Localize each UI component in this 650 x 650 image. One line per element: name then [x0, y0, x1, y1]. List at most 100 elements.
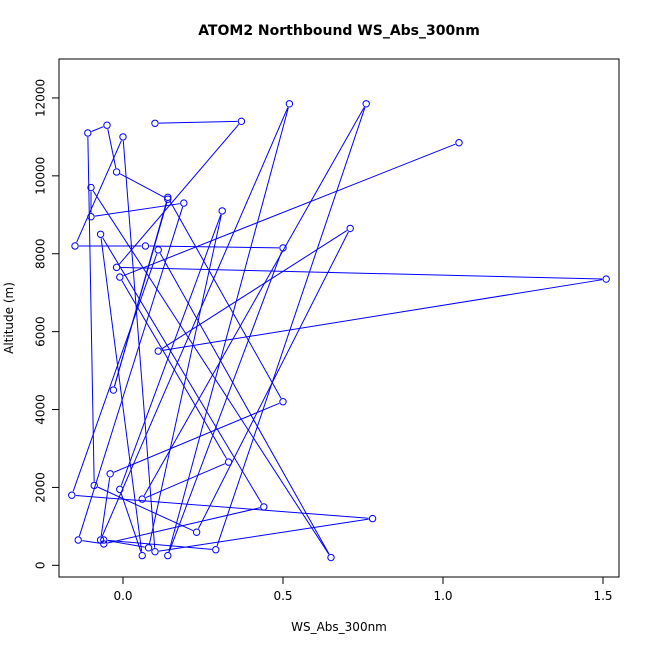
- series-segment: [107, 507, 261, 544]
- data-point: [218, 207, 226, 215]
- data-point: [71, 242, 79, 250]
- y-tick-label: 0: [34, 561, 48, 569]
- x-axis-label: WS_Abs_300nm: [291, 620, 387, 634]
- series-segment: [94, 203, 180, 217]
- series-segment: [100, 238, 143, 552]
- data-point: [96, 230, 105, 238]
- y-tick-label: 8000: [34, 238, 48, 269]
- series-segment: [158, 518, 369, 552]
- x-tick-label: 1.0: [433, 589, 452, 603]
- data-point: [87, 213, 95, 221]
- series-segment: [143, 107, 365, 496]
- y-tick-label: 4000: [34, 394, 48, 425]
- series-segment: [158, 120, 238, 124]
- data-point: [164, 551, 172, 560]
- series-segment: [87, 136, 95, 482]
- data-point: [138, 495, 146, 503]
- plot-frame: [58, 58, 620, 578]
- data-point: [109, 386, 118, 394]
- data-point: [119, 133, 127, 141]
- series-segment: [72, 253, 158, 492]
- data-point: [87, 183, 95, 192]
- data-point: [141, 242, 150, 250]
- data-point: [74, 536, 82, 544]
- series-segment: [75, 495, 369, 519]
- series-segment: [162, 279, 603, 351]
- series-segment: [107, 129, 117, 169]
- series-segment: [169, 200, 282, 399]
- y-tick-label: 6000: [34, 316, 48, 347]
- y-tick-label: 10000: [34, 157, 48, 195]
- data-point: [84, 129, 92, 137]
- data-point: [224, 458, 233, 466]
- x-tick-label: 0.5: [273, 589, 292, 603]
- series-segment: [114, 200, 168, 387]
- data-point: [285, 100, 294, 108]
- data-point: [100, 540, 108, 548]
- data-point: [260, 503, 268, 511]
- series-segment: [107, 539, 212, 550]
- series-segment: [120, 214, 222, 486]
- series-segment: [123, 143, 456, 277]
- series-segment: [118, 124, 240, 265]
- data-point: [368, 514, 377, 523]
- y-tick-label: 2000: [34, 472, 48, 503]
- data-point: [154, 347, 162, 355]
- x-tick-label: 0.0: [113, 589, 132, 603]
- data-point: [164, 193, 172, 201]
- data-point: [346, 224, 354, 233]
- y-axis: 0 2000 4000 6000 8000 10000 12000: [34, 79, 60, 569]
- data-point: [602, 275, 610, 283]
- series-segment: [78, 206, 184, 537]
- data-point: [237, 117, 246, 126]
- series-segment: [97, 486, 194, 532]
- data-point: [90, 481, 98, 490]
- data-point: [455, 139, 463, 147]
- data-point: [106, 470, 114, 478]
- data-point: [212, 546, 220, 554]
- series-segment: [82, 540, 100, 544]
- series-segment: [100, 477, 111, 537]
- data-point: [164, 195, 172, 203]
- series-segment: [76, 140, 122, 243]
- series-segment: [168, 251, 283, 553]
- y-tick-label: 12000: [34, 79, 48, 117]
- data-point: [116, 485, 124, 494]
- y-axis-label: Altitude (m): [2, 282, 16, 354]
- data-point: [100, 536, 108, 544]
- data-point: [327, 553, 335, 562]
- data-point: [151, 119, 159, 127]
- data-point: [144, 544, 153, 552]
- series-segment: [120, 492, 142, 552]
- data-point: [151, 547, 159, 556]
- series-segment: [122, 140, 156, 548]
- data-point: [279, 244, 287, 252]
- series-segment: [92, 190, 330, 555]
- series-segment: [119, 173, 165, 198]
- series-segment: [102, 237, 263, 504]
- data-point: [362, 100, 370, 108]
- data-point: [154, 246, 162, 254]
- series-segment: [145, 463, 226, 498]
- data-point: [112, 263, 121, 272]
- data-point: [103, 121, 111, 129]
- series-segment: [113, 402, 280, 473]
- data-point: [192, 528, 201, 536]
- data-point: [116, 273, 124, 281]
- series-segment: [168, 107, 289, 552]
- series-segment: [216, 107, 366, 547]
- plot-lines: [72, 107, 603, 555]
- data-point: [68, 491, 76, 499]
- series-segment: [161, 230, 348, 350]
- plot-points: [68, 100, 610, 562]
- data-point: [180, 199, 188, 207]
- series-segment: [121, 280, 228, 459]
- series-segment: [101, 107, 289, 537]
- x-tick-label: 1.5: [593, 589, 612, 603]
- series-segment: [91, 126, 104, 132]
- series-segment: [148, 214, 222, 544]
- data-point: [112, 168, 121, 176]
- chart-title: ATOM2 Northbound WS_Abs_300nm: [198, 23, 480, 39]
- series-segment: [107, 540, 145, 548]
